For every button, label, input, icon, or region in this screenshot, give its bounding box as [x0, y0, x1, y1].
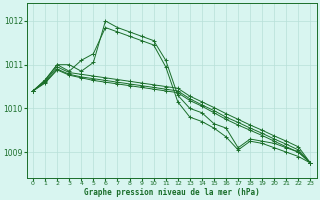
X-axis label: Graphe pression niveau de la mer (hPa): Graphe pression niveau de la mer (hPa): [84, 188, 260, 197]
